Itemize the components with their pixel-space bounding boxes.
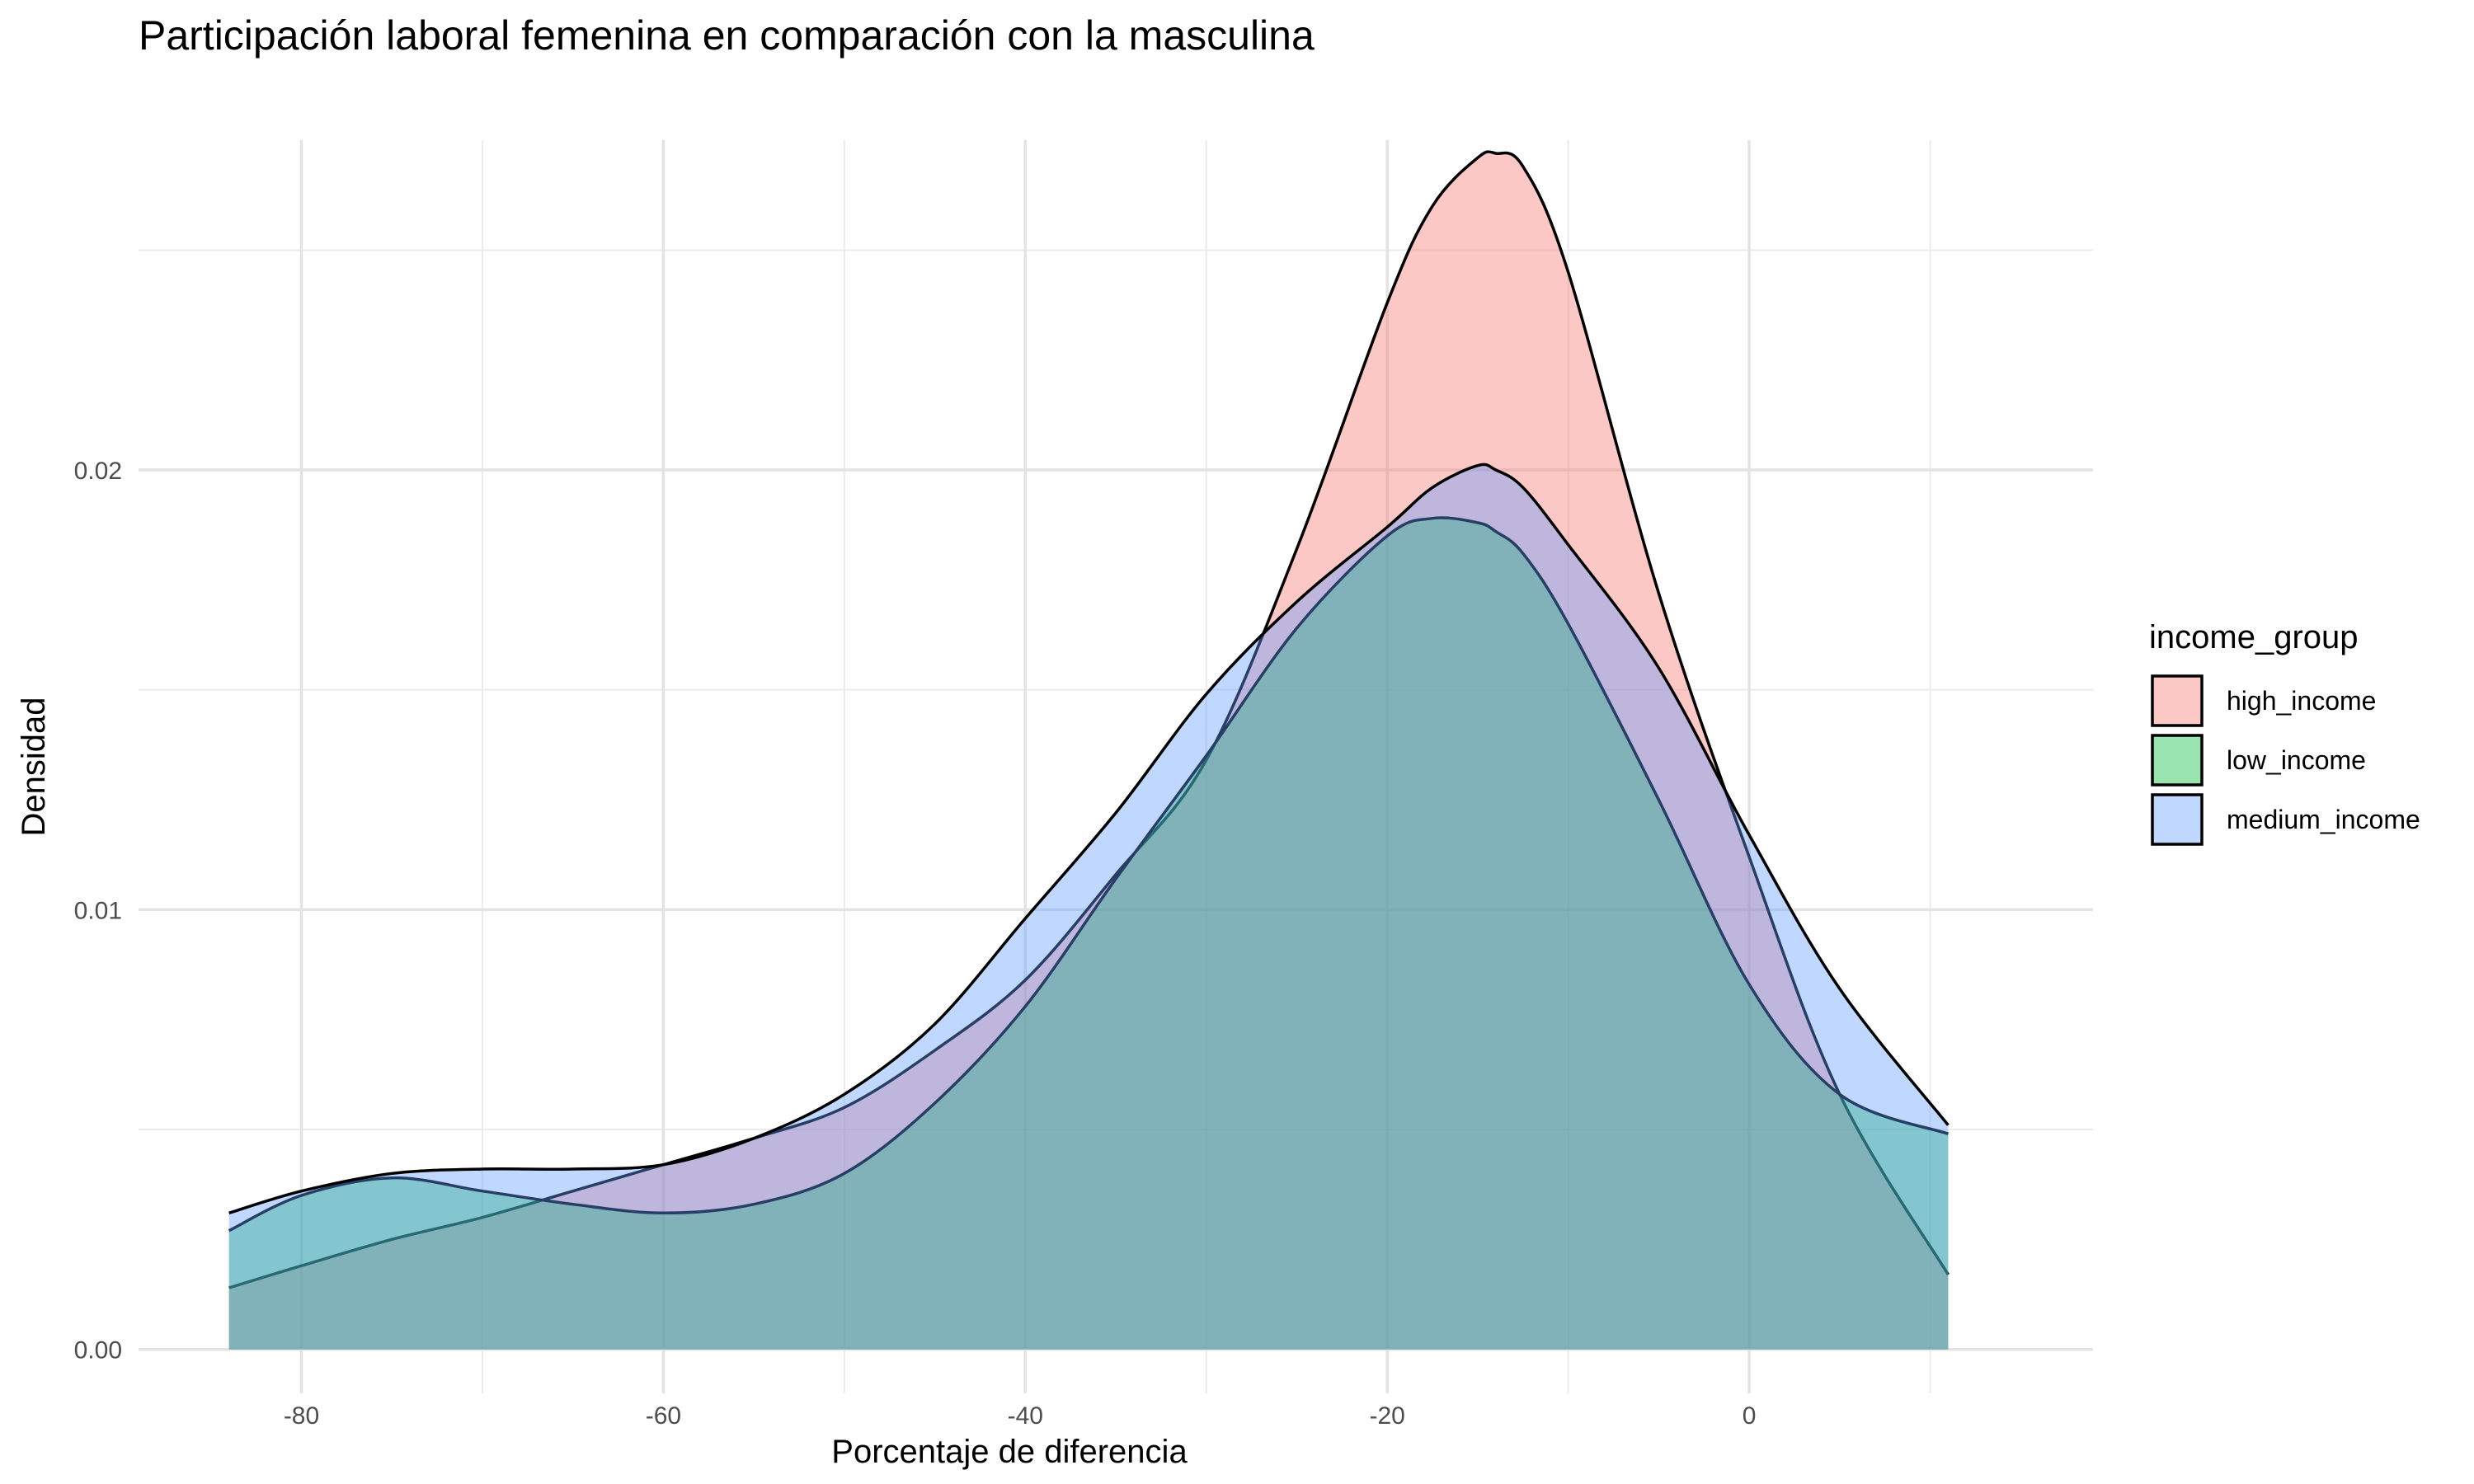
series-layer	[228, 150, 1950, 1350]
legend-entries: high_income low_income medium_income	[2151, 674, 2420, 846]
density-area-low-income	[228, 517, 1949, 1350]
legend-title: income_group	[2149, 619, 2359, 655]
axis-layer: -80 -60 -40 -20 0 0.00 0.01 0.02	[74, 458, 1757, 1430]
y-axis-title: Densidad	[16, 697, 52, 836]
density-area-high-income	[228, 151, 1949, 1350]
density-area-medium-income	[228, 464, 1949, 1350]
legend-label: high_income	[2227, 686, 2376, 716]
x-tick-label: -80	[284, 1402, 319, 1430]
legend-swatch	[2151, 734, 2204, 787]
x-tick-label: -60	[646, 1402, 681, 1430]
chart-title: Participación laboral femenina en compar…	[139, 12, 1315, 59]
density-line-low-income	[228, 516, 1949, 1233]
y-tick-label: 0.01	[74, 897, 122, 924]
grid-layer	[139, 140, 2093, 1393]
legend-key-background	[2151, 674, 2204, 727]
x-tick-label: 0	[1743, 1402, 1757, 1430]
legend-label: low_income	[2227, 745, 2366, 775]
y-tick-label: 0.00	[74, 1337, 122, 1364]
x-tick-label: -40	[1008, 1402, 1043, 1430]
legend-swatch	[2151, 793, 2204, 846]
x-tick-label: -20	[1369, 1402, 1404, 1430]
legend-item-medium-income: medium_income	[2151, 793, 2420, 846]
y-tick-label: 0.02	[74, 458, 122, 485]
density-line-high-income	[228, 150, 1950, 1289]
legend-label: medium_income	[2227, 805, 2420, 834]
legend-key-background	[2151, 734, 2204, 787]
legend: income_group high_income low_incomemedium…	[2149, 619, 2420, 846]
legend-item-high-income: high_income	[2151, 674, 2376, 727]
legend-swatch	[2151, 674, 2204, 727]
legend-key-background	[2151, 793, 2204, 846]
legend-item-low-income: low_income	[2151, 734, 2366, 787]
density-line-medium-income	[228, 463, 1950, 1214]
x-axis-title: Porcentaje de diferencia	[831, 1434, 1188, 1470]
